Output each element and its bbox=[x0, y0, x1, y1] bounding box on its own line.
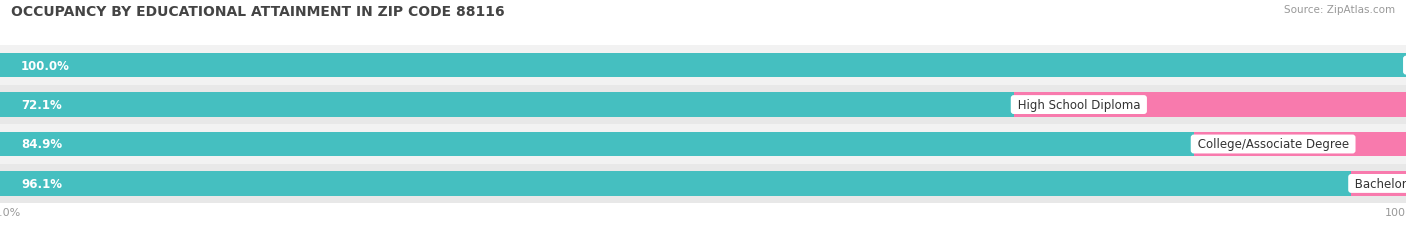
Bar bbox=[1351, 171, 1406, 196]
Bar bbox=[0, 93, 1014, 117]
Text: 72.1%: 72.1% bbox=[21, 99, 62, 112]
Bar bbox=[0, 125, 1406, 164]
Bar bbox=[1014, 93, 1406, 117]
Text: Bachelor's Degree or higher: Bachelor's Degree or higher bbox=[1351, 177, 1406, 190]
Text: High School Diploma: High School Diploma bbox=[1014, 99, 1144, 112]
Text: 96.1%: 96.1% bbox=[21, 177, 62, 190]
Text: OCCUPANCY BY EDUCATIONAL ATTAINMENT IN ZIP CODE 88116: OCCUPANCY BY EDUCATIONAL ATTAINMENT IN Z… bbox=[11, 5, 505, 18]
Text: 100.0%: 100.0% bbox=[21, 59, 70, 72]
Text: Source: ZipAtlas.com: Source: ZipAtlas.com bbox=[1284, 5, 1395, 15]
Bar bbox=[0, 171, 1351, 196]
Bar bbox=[0, 46, 1406, 85]
Bar bbox=[0, 85, 1406, 125]
Bar bbox=[0, 54, 1406, 78]
Text: 84.9%: 84.9% bbox=[21, 138, 62, 151]
Bar bbox=[0, 132, 1194, 157]
Text: College/Associate Degree: College/Associate Degree bbox=[1194, 138, 1353, 151]
Bar bbox=[1194, 132, 1406, 157]
Bar bbox=[0, 164, 1406, 203]
